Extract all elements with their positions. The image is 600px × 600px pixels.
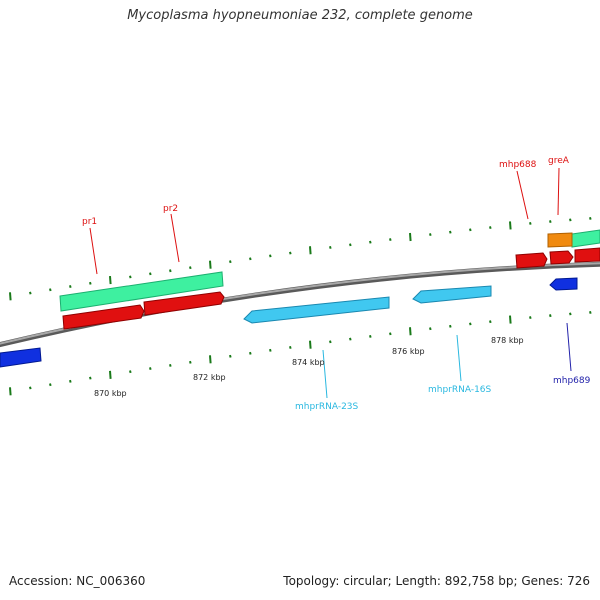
leader-rna16s bbox=[456, 334, 462, 382]
outer-tick-minor bbox=[149, 272, 152, 276]
outer-tick-minor bbox=[369, 240, 372, 244]
inner-tick-row bbox=[9, 311, 592, 396]
gene-left-reverse[interactable] bbox=[0, 347, 42, 368]
gene-greA-feature[interactable] bbox=[547, 232, 573, 248]
accession-text: Accession: NC_006360 bbox=[9, 574, 146, 588]
gene-mhp688[interactable] bbox=[515, 252, 548, 269]
outer-tick-major bbox=[209, 260, 212, 269]
gene-greA[interactable] bbox=[549, 250, 574, 265]
inner-tick-minor bbox=[349, 337, 352, 341]
gene-pr2[interactable] bbox=[143, 291, 225, 316]
gene-mhp689[interactable] bbox=[549, 277, 578, 291]
outer-tick-minor bbox=[289, 251, 292, 255]
outer-tick-minor bbox=[489, 226, 492, 230]
operon-bar-right[interactable] bbox=[571, 229, 600, 248]
outer-tick-minor bbox=[189, 266, 192, 270]
genome-summary-text: Topology: circular; Length: 892,758 bp; … bbox=[283, 574, 590, 588]
inner-tick-minor bbox=[329, 340, 332, 344]
leader-rna23s bbox=[322, 349, 328, 399]
outer-tick-row bbox=[9, 217, 592, 301]
outer-tick-minor bbox=[429, 233, 432, 236]
outer-tick-minor bbox=[69, 285, 72, 288]
outer-tick-minor bbox=[269, 254, 272, 258]
outer-tick-minor bbox=[389, 238, 392, 241]
outer-tick-minor bbox=[89, 281, 92, 285]
outer-tick-minor bbox=[169, 269, 172, 273]
label-pr1: pr1 bbox=[82, 217, 97, 227]
label-pr2: pr2 bbox=[163, 204, 178, 214]
inner-tick-major bbox=[509, 315, 512, 324]
inner-tick-minor bbox=[569, 312, 572, 316]
inner-tick-minor bbox=[29, 386, 32, 390]
scale-label-876: 876 kbp bbox=[392, 347, 425, 356]
scale-label-874: 874 kbp bbox=[292, 358, 325, 367]
label-mhp688: mhp688 bbox=[499, 160, 537, 170]
outer-tick-major bbox=[9, 292, 12, 301]
outer-tick-minor bbox=[469, 228, 472, 232]
inner-tick-minor bbox=[189, 360, 192, 364]
gene-right-forward[interactable] bbox=[574, 247, 600, 263]
inner-tick-minor bbox=[369, 334, 372, 338]
gene-mhprRNA-23S[interactable] bbox=[243, 296, 390, 324]
label-mhprRNA-23S: mhprRNA-23S bbox=[295, 402, 359, 412]
inner-tick-minor bbox=[269, 348, 272, 352]
leader-pr1 bbox=[89, 227, 98, 275]
leader-mhp688 bbox=[516, 170, 529, 220]
scale-label-870: 870 kbp bbox=[94, 389, 127, 398]
outer-tick-minor bbox=[129, 275, 132, 279]
inner-tick-minor bbox=[129, 370, 132, 374]
inner-tick-minor bbox=[589, 311, 592, 314]
outer-tick-major bbox=[309, 246, 312, 255]
inner-tick-minor bbox=[289, 346, 292, 349]
inner-tick-minor bbox=[69, 379, 72, 383]
outer-tick-minor bbox=[329, 246, 332, 249]
outer-tick-major bbox=[109, 276, 112, 285]
inner-tick-minor bbox=[429, 327, 432, 331]
scale-label-878: 878 kbp bbox=[491, 336, 524, 345]
inner-tick-major bbox=[309, 340, 312, 349]
inner-tick-minor bbox=[169, 363, 172, 367]
outer-tick-minor bbox=[349, 243, 352, 247]
gene-mhprRNA-16S[interactable] bbox=[412, 285, 492, 304]
inner-tick-major bbox=[409, 327, 412, 336]
scale-label-872: 872 kbp bbox=[193, 373, 226, 382]
outer-tick-minor bbox=[249, 257, 252, 261]
inner-tick-minor bbox=[549, 314, 552, 318]
inner-tick-minor bbox=[389, 332, 392, 336]
inner-tick-minor bbox=[469, 322, 472, 326]
label-mhp689: mhp689 bbox=[553, 376, 591, 386]
leader-mhp689 bbox=[566, 322, 572, 372]
outer-tick-minor bbox=[549, 220, 552, 224]
outer-tick-minor bbox=[29, 291, 32, 295]
outer-tick-minor bbox=[569, 218, 572, 222]
inner-tick-minor bbox=[529, 316, 532, 319]
label-greA: greA bbox=[548, 156, 570, 166]
inner-tick-minor bbox=[449, 324, 452, 328]
inner-tick-minor bbox=[49, 383, 52, 387]
outer-tick-major bbox=[509, 221, 512, 230]
outer-tick-minor bbox=[529, 222, 532, 225]
inner-tick-minor bbox=[229, 354, 232, 358]
leader-greA bbox=[557, 167, 560, 216]
gene-pr1[interactable] bbox=[62, 304, 145, 330]
outer-tick-minor bbox=[229, 260, 232, 264]
operon-bar-pr[interactable] bbox=[59, 271, 224, 312]
label-mhprRNA-16S: mhprRNA-16S bbox=[428, 385, 492, 395]
outer-tick-major bbox=[409, 232, 412, 242]
map-title: Mycoplasma hyopneumoniae 232, complete g… bbox=[127, 8, 473, 23]
inner-tick-major bbox=[209, 355, 212, 364]
inner-tick-minor bbox=[89, 376, 92, 380]
inner-tick-minor bbox=[249, 351, 252, 355]
outer-tick-minor bbox=[449, 230, 452, 234]
inner-tick-major bbox=[9, 387, 12, 396]
inner-tick-minor bbox=[489, 320, 492, 324]
inner-tick-major bbox=[109, 370, 112, 379]
outer-tick-minor bbox=[589, 217, 592, 220]
leader-pr2 bbox=[170, 213, 180, 263]
inner-tick-minor bbox=[149, 367, 152, 370]
outer-tick-minor bbox=[49, 288, 52, 292]
